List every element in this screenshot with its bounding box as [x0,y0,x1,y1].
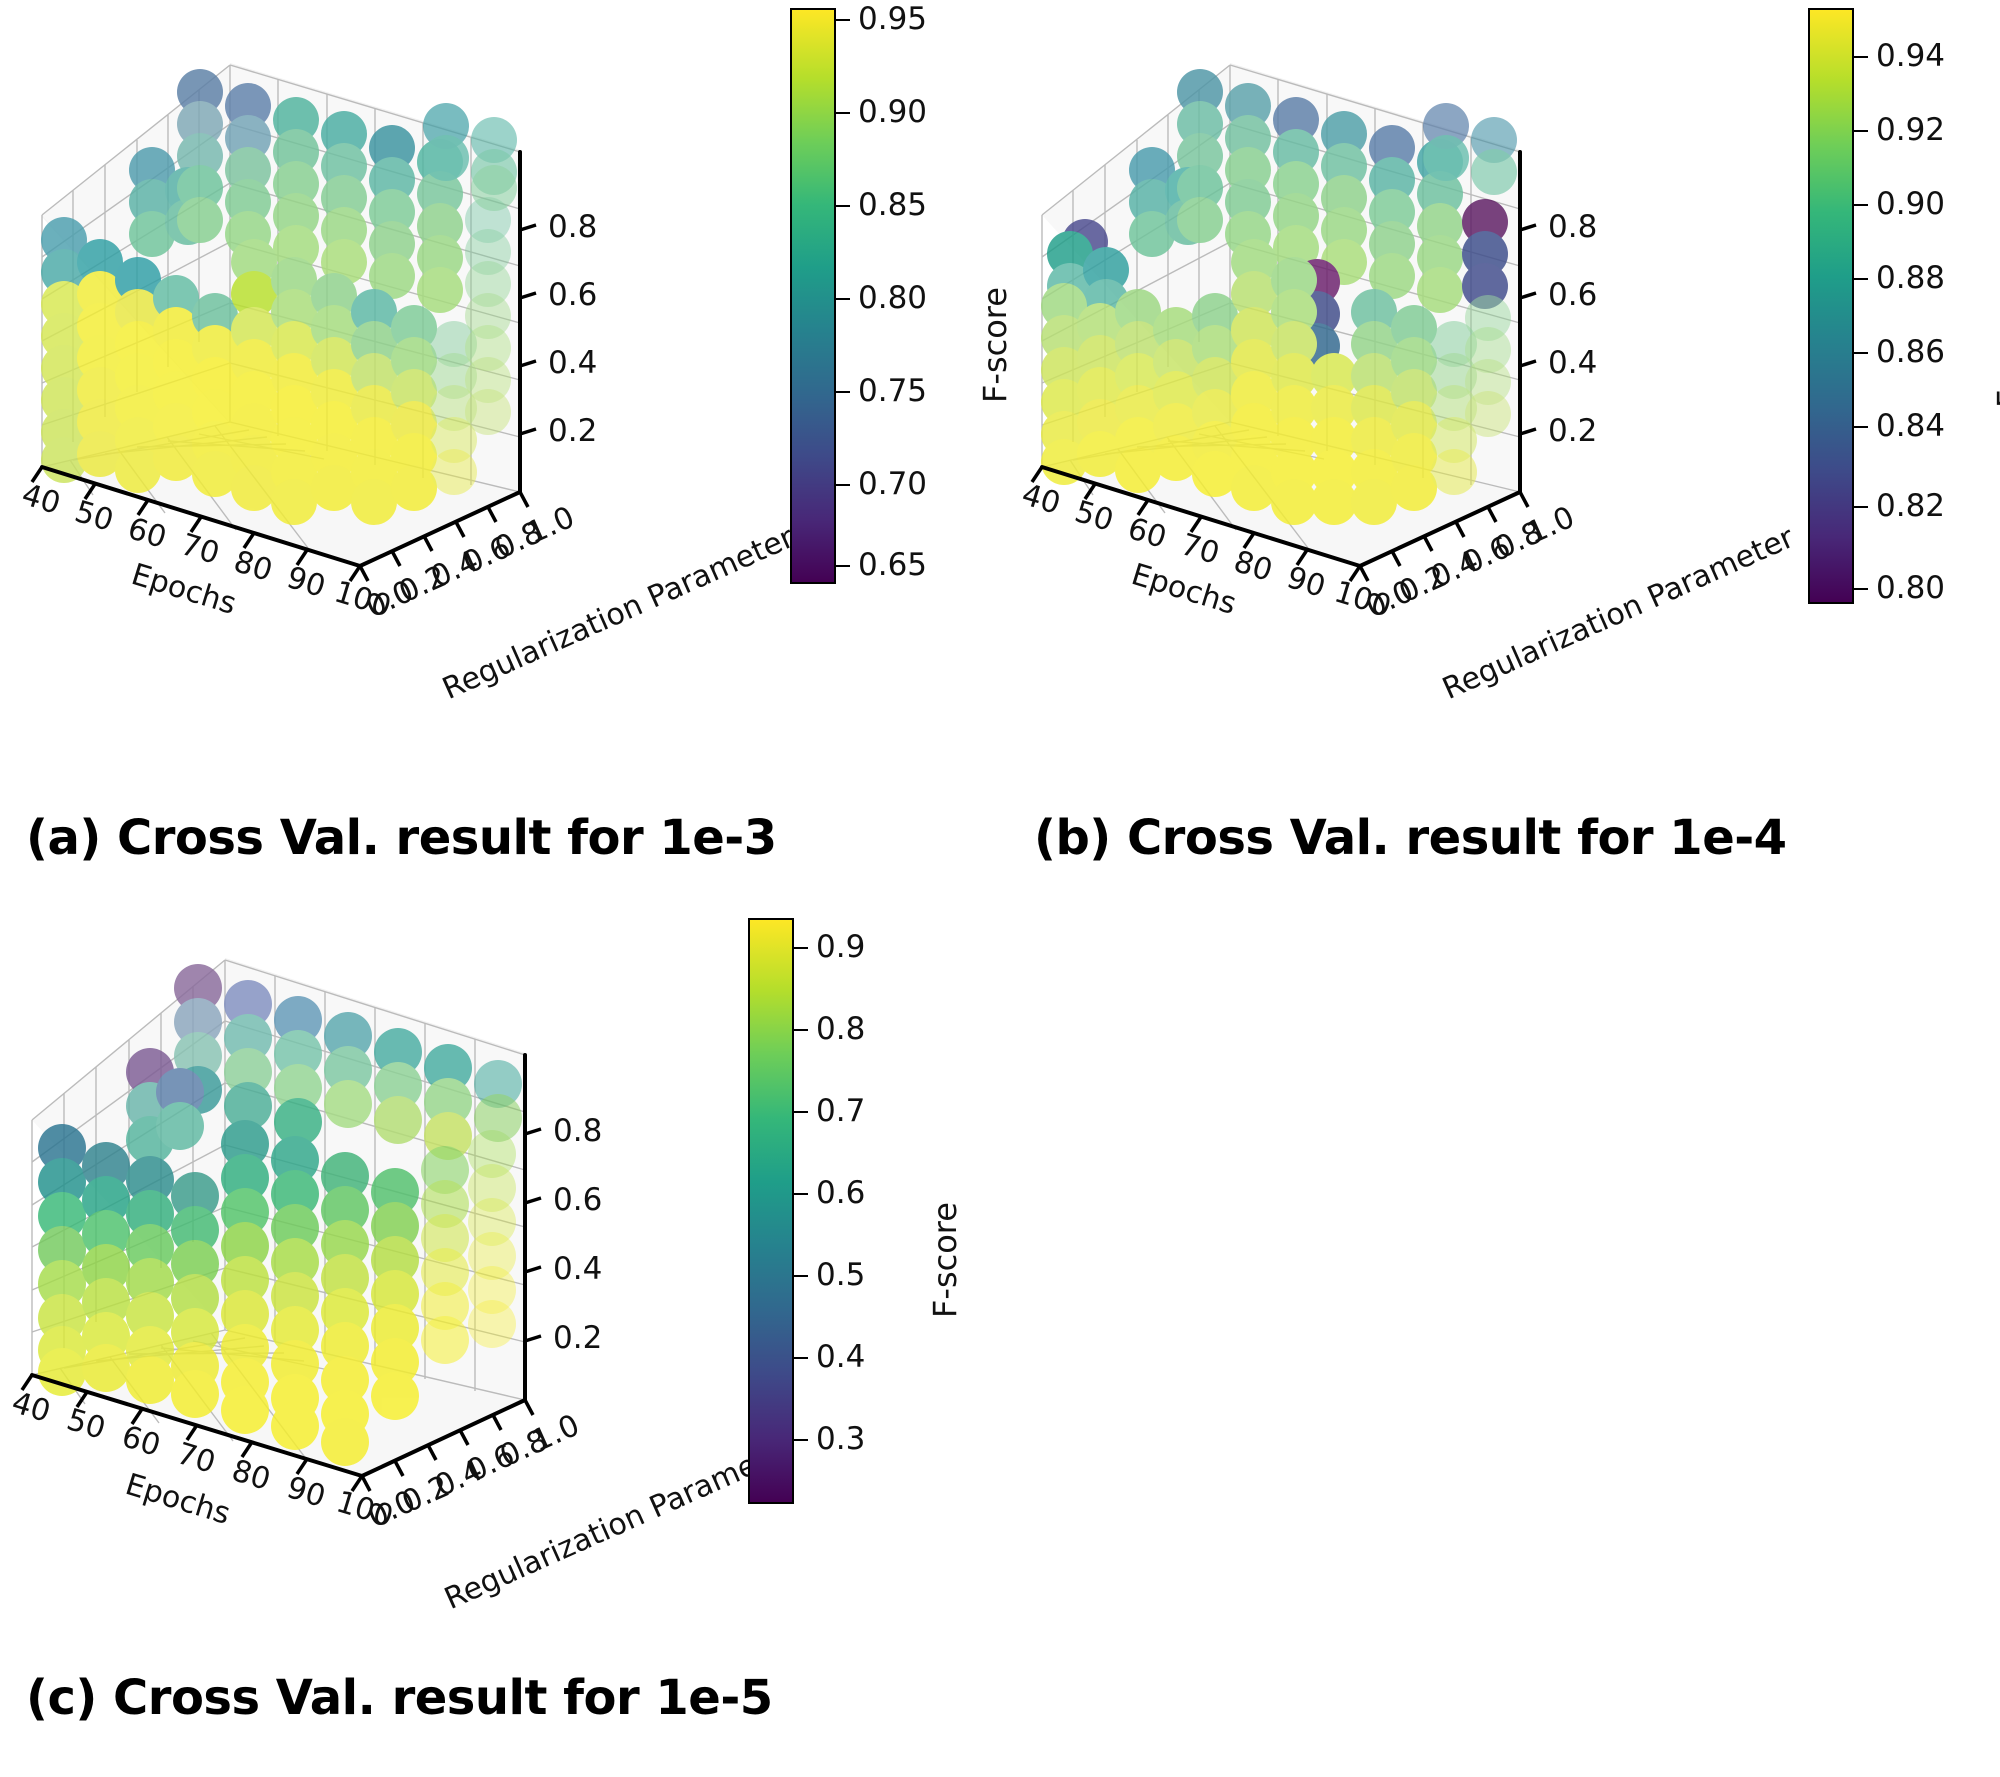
colorbar-tick [1854,204,1868,206]
colorbar-tick [1854,352,1868,354]
x-ticks-b [1030,466,1362,582]
ztick-label: 0.8 [548,209,598,245]
colorbar-tick [836,484,850,486]
ztick-label: 0.2 [553,1320,603,1356]
colorbar-tick-label: 0.84 [1876,408,1946,444]
colorbar-tick-label: 0.9 [816,929,866,965]
axes3d-a: 40 50 60 70 80 90 100 Epochs 0.0 0.2 0.4… [18,30,799,707]
colorbar-tick-label: 0.95 [858,1,928,37]
ztick-label: 0.6 [1548,277,1598,313]
colorbar-title-c: F-score [926,1202,964,1318]
colorbar-tick [836,298,850,300]
colorbar-tick [1854,506,1868,508]
scatter-points-a [41,69,517,525]
y-axis-line-c [360,1398,527,1478]
y-ticks-c [360,1399,535,1492]
colorbar-tick-label: 0.8 [816,1011,866,1047]
colorbar-tick [836,205,850,207]
colorbar-tick-label: 0.90 [858,94,928,130]
x-ticks-c [20,1374,364,1492]
colorbar-tick-label: 0.90 [1876,186,1946,222]
colorbar-tick-label: 0.7 [816,1093,866,1129]
colorbar-tick [836,19,850,21]
colorbar-tick [836,565,850,567]
colorbar-c: 0.9 0.8 0.7 0.6 0.5 0.4 0.3 F-score [748,918,964,1538]
scatter-points-b [1041,69,1517,525]
colorbar-tick-label: 0.94 [1876,38,1946,74]
colorbar-tick-label: 0.75 [858,373,928,409]
panel-c: 40 50 60 70 80 90 100 Epochs 0.0 0.2 0.4… [0,890,1000,1777]
colorbar-tick-label: 0.80 [858,280,928,316]
colorbar-a: 0.95 0.90 0.85 0.80 0.75 0.70 0.65 F-sco… [790,1,1014,608]
colorbar-tick [836,391,850,393]
colorbar-tick [1854,130,1868,132]
colorbar-tick-label: 0.6 [816,1175,866,1211]
colorbar-tick-label: 0.65 [858,547,928,583]
plot-canvas-a [30,63,537,582]
colorbar-gradient-c [748,918,794,1504]
panel-a: 40 50 60 70 80 90 100 Epochs 0.0 0.2 0.4… [0,0,1014,900]
colorbar-tick [1854,426,1868,428]
colorbar-tick [1854,588,1868,590]
x-ticks-a [30,466,362,582]
y-axis-line-b [1358,490,1522,568]
y-ticks-a [358,491,530,582]
y-axis-line-a [358,490,522,568]
ztick-label: 0.8 [553,1113,603,1149]
colorbar-tick-label: 0.86 [1876,334,1946,370]
ztick-label: 0.4 [1548,345,1598,381]
colorbar-tick [794,1357,808,1359]
axes3d-c: 40 50 60 70 80 90 100 Epochs 0.0 0.2 0.4… [8,920,801,1617]
panel-caption-b: (b) Cross Val. result for 1e-4 [1034,810,1787,866]
colorbar-tick [1854,278,1868,280]
axes3d-b: 40 50 60 70 80 90 100 Epochs 0.0 0.2 0.4… [1018,30,1799,707]
ztick-label: 0.2 [548,413,598,449]
axis-spines-a [40,150,522,568]
colorbar-tick [1854,56,1868,58]
colorbar-tick [794,1439,808,1441]
colorbar-tick [794,1275,808,1277]
ztick-label: 0.4 [548,345,598,381]
ztick-label: 0.8 [1548,209,1598,245]
x-axis-line-a [40,465,362,568]
colorbar-tick-label: 0.4 [816,1339,866,1375]
ztick-label: 0.4 [553,1251,603,1287]
colorbar-tick [794,1111,808,1113]
colorbar-tick-label: 0.80 [1876,570,1946,606]
colorbar-tick [836,112,850,114]
ztick-label: 0.6 [553,1182,603,1218]
x-axis-line-b [1040,465,1362,568]
colorbar-tick-label: 0.88 [1876,260,1946,296]
colorbar-title-b: F-score [1990,292,2000,408]
plot-canvas-b [1030,63,1537,582]
ztick-label: 0.2 [1548,413,1598,449]
z-ticks-a [519,223,537,436]
colorbar-tick-label: 0.5 [816,1257,866,1293]
plot-canvas-c [20,958,542,1492]
colorbar-tick-label: 0.82 [1876,488,1946,524]
z-ticks-b [1519,223,1537,436]
colorbar-gradient-b [1808,8,1854,604]
colorbar-b: 0.94 0.92 0.90 0.88 0.86 0.84 0.82 0.80 … [1808,8,2000,608]
colorbar-tick-label: 0.3 [816,1421,866,1457]
z-ticks-c [524,1127,542,1343]
colorbar-tick [794,947,808,949]
colorbar-tick [794,1193,808,1195]
panel-b: 40 50 60 70 80 90 100 Epochs 0.0 0.2 0.4… [1000,0,2000,900]
colorbar-tick-label: 0.70 [858,466,928,502]
y-ticks-b [1358,491,1530,582]
colorbar-gradient-a [790,8,836,584]
panel-caption-c: (c) Cross Val. result for 1e-5 [26,1670,773,1726]
colorbar-tick-label: 0.92 [1876,112,1946,148]
colorbar-tick [794,1029,808,1031]
axis-spines-b [1040,150,1522,568]
colorbar-tick-label: 0.85 [858,187,928,223]
scatter-points-c [38,964,522,1466]
ztick-label: 0.6 [548,277,598,313]
panel-caption-a: (a) Cross Val. result for 1e-3 [26,810,777,866]
